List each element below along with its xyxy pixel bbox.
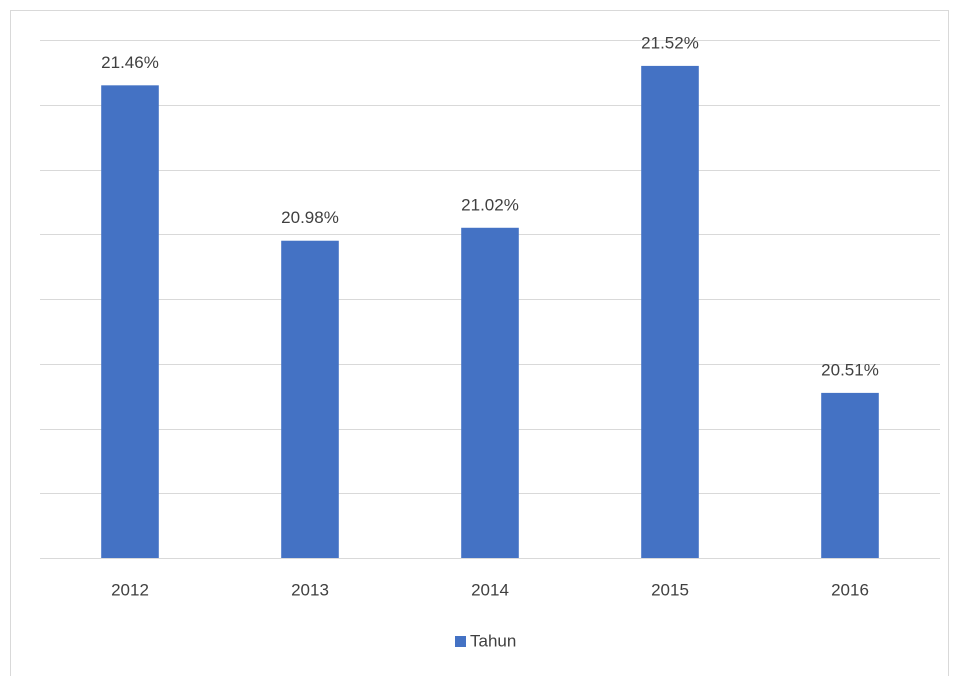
legend-label: Tahun <box>470 631 516 650</box>
x-tick-label: 2014 <box>471 580 509 599</box>
x-tick-label: 2013 <box>291 580 329 599</box>
x-tick-label: 2015 <box>651 580 689 599</box>
data-label: 21.52% <box>641 33 699 52</box>
bar <box>281 240 339 558</box>
data-label: 20.51% <box>821 360 879 379</box>
legend-swatch <box>455 636 466 647</box>
bar <box>641 65 699 559</box>
x-tick-label: 2016 <box>831 580 869 599</box>
x-tick-label: 2012 <box>111 580 149 599</box>
data-label: 21.02% <box>461 195 519 214</box>
data-label: 20.98% <box>281 208 339 227</box>
bar <box>101 85 159 558</box>
data-label: 21.46% <box>101 53 159 72</box>
bar <box>461 227 519 558</box>
bar <box>821 392 879 558</box>
